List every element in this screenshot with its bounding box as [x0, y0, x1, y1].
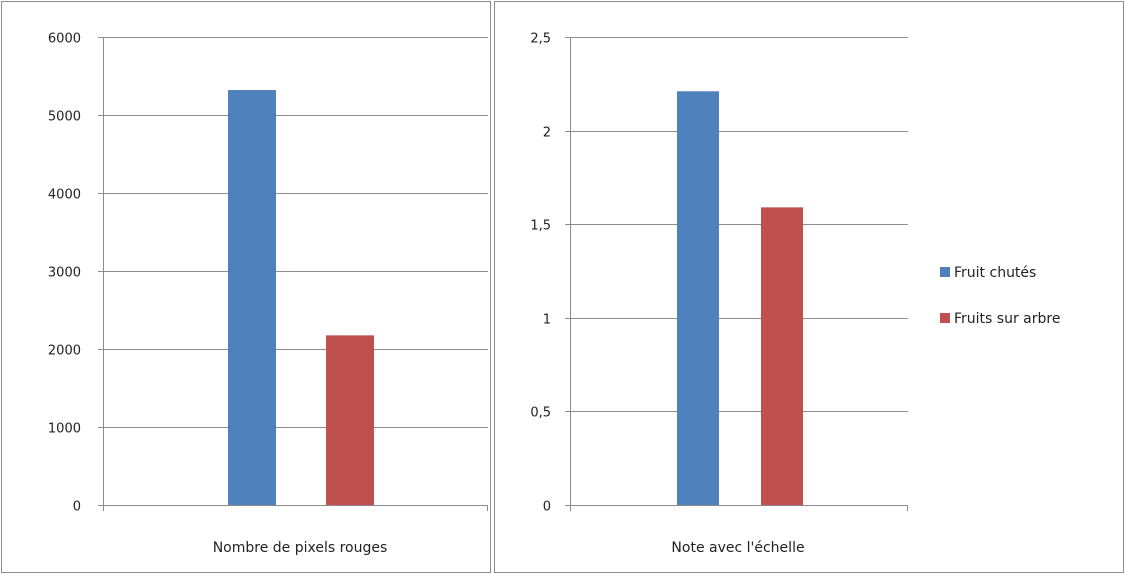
left-chart-bar-fruits-sur-arbre	[326, 335, 374, 505]
left-chart-frame	[1, 1, 491, 573]
left-chart-category-label: Nombre de pixels rouges	[213, 540, 388, 556]
left-chart-ytick-label: 1000	[48, 422, 81, 437]
left-chart-ytick-label: 3000	[48, 266, 81, 281]
right-chart-frame	[494, 1, 1124, 573]
legend-label-fruits-sur-arbre: Fruits sur arbre	[954, 311, 1060, 327]
legend-swatch-fruits-sur-arbre	[940, 313, 950, 323]
right-chart-category-label: Note avec l'échelle	[671, 540, 804, 556]
right-chart-ytick-label: 1	[543, 313, 551, 328]
right-chart-ytick-label: 0,5	[530, 406, 551, 421]
right-chart-bar-fruit-chutes	[677, 91, 719, 506]
left-chart-ytick-label: 2000	[48, 344, 81, 359]
left-chart-ytick-label: 6000	[48, 32, 81, 47]
right-chart-ytick-label: 0	[543, 500, 551, 515]
legend-swatch-fruit-chutes	[940, 267, 950, 277]
left-chart-ytick-label: 0	[73, 500, 81, 515]
right-chart-ytick-label: 2	[543, 126, 551, 141]
left-chart-ytick-label: 4000	[48, 188, 81, 203]
legend-label-fruit-chutes: Fruit chutés	[954, 265, 1036, 281]
right-chart-ytick-label: 2,5	[530, 32, 551, 47]
left-chart-bar-fruit-chutes	[228, 90, 276, 505]
right-chart-bar-fruits-sur-arbre	[761, 207, 803, 506]
right-chart-ytick-label: 1,5	[530, 219, 551, 234]
left-chart-ytick-label: 5000	[48, 110, 81, 125]
